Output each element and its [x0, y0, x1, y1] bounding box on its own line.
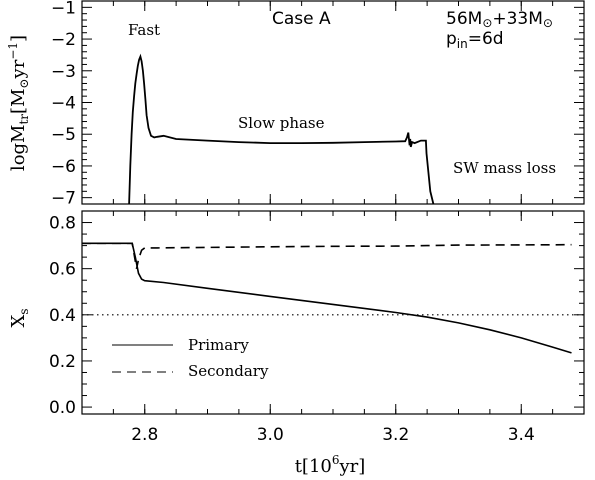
bottom-ytick-label: 0.4: [49, 306, 76, 326]
top-ytick-label: −5: [51, 125, 76, 145]
masses-sun-2: ⊙: [543, 16, 553, 30]
top-panel: −1 −2 −3 −4 −5 −6 −7 Fast Slow phase SW mass l…: [6, 0, 585, 209]
bottom-ticks: 0.0 0.2 0.4 0.6 0.8 2.8 3.0 3.2 3.4: [49, 211, 585, 445]
top-lines: [128, 53, 435, 205]
annotation-period: pin=6d: [446, 29, 504, 51]
top-ytick-label: −6: [51, 157, 76, 177]
series-primary-line: [82, 242, 572, 354]
xs-sub: s: [17, 309, 31, 315]
annotation-fast: Fast: [128, 21, 160, 39]
bottom-xtick-label: 3.4: [508, 425, 535, 445]
period-p: p: [446, 29, 457, 49]
ylabel-unit-mid: yr: [8, 59, 29, 79]
ylabel-exp: −1: [6, 42, 20, 60]
top-ylabel: logMtr[M⊙yr−1]: [6, 35, 31, 171]
annotation-case: Case A: [272, 9, 331, 29]
bottom-ytick-label: 0.0: [49, 398, 76, 418]
xlabel-rest: yr]: [339, 456, 366, 477]
top-ytick-label: −2: [51, 30, 76, 50]
ylabel-sun: ⊙: [17, 78, 31, 88]
mass-transfer-rate-line: [128, 53, 435, 205]
bottom-xtick-label: 3.2: [382, 425, 409, 445]
ylabel-base: logM: [8, 125, 29, 172]
bottom-ytick-label: 0.8: [49, 214, 76, 234]
period-value: =6d: [468, 29, 504, 49]
xs-base: X: [8, 315, 29, 328]
ylabel-sub: tr: [17, 114, 31, 125]
bottom-xtick-label: 3.0: [257, 425, 284, 445]
xlabel-exp: 6: [332, 453, 340, 467]
top-ytick-label: −7: [51, 189, 76, 209]
series-secondary-line: [82, 242, 572, 269]
xlabel-base: t[10: [295, 456, 332, 477]
bottom-ytick-label: 0.6: [49, 260, 76, 280]
period-sub: in: [457, 37, 468, 51]
masses-secondary: +33M: [492, 9, 543, 29]
x-axis-label: t[106yr]: [295, 453, 366, 477]
bottom-panel: 0.0 0.2 0.4 0.6 0.8 2.8 3.0 3.2 3.4 Primary Seco…: [8, 210, 585, 477]
top-ytick-label: −4: [51, 94, 76, 114]
top-ticks: −1 −2 −3 −4 −5 −6 −7: [51, 0, 585, 209]
masses-sun-1: ⊙: [482, 16, 492, 30]
ylabel-unit-close: ]: [8, 35, 29, 42]
legend-primary-label: Primary: [188, 336, 249, 354]
bottom-panel-frame: [81, 210, 585, 415]
bottom-ytick-label: 0.2: [49, 352, 76, 372]
legend: Primary Secondary: [112, 336, 269, 380]
bottom-ylabel: Xs: [8, 309, 31, 328]
top-ytick-label: −3: [51, 62, 76, 82]
masses-primary: 56M: [446, 9, 482, 29]
bottom-xtick-label: 2.8: [131, 425, 158, 445]
bottom-lines: [82, 242, 584, 354]
top-ytick-label: −1: [51, 0, 76, 18]
annotation-masses: 56M⊙+33M⊙: [446, 9, 553, 30]
annotation-slow-phase: Slow phase: [238, 114, 325, 132]
annotation-sw-mass-loss: SW mass loss: [453, 159, 556, 177]
ylabel-unit-open: [M: [8, 89, 29, 114]
legend-secondary-label: Secondary: [188, 362, 269, 380]
